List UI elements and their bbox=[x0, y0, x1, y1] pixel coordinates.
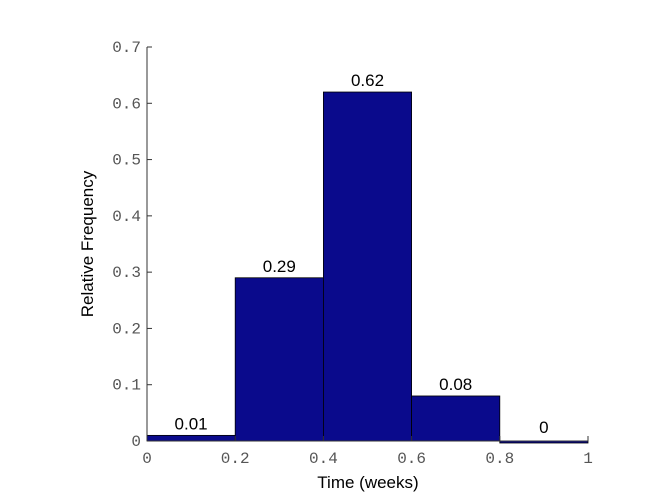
bar bbox=[234, 277, 324, 442]
data-label: 0.01 bbox=[175, 414, 208, 433]
x-tick-label: 0.4 bbox=[309, 450, 338, 468]
y-tick-label: 0.2 bbox=[112, 320, 141, 338]
y-axis-label: Relative Frequency bbox=[78, 170, 97, 317]
bar bbox=[146, 434, 236, 442]
x-tick-label: 0 bbox=[142, 450, 152, 468]
y-tick-label: 0.6 bbox=[112, 95, 141, 113]
y-tick-label: 0.3 bbox=[112, 264, 141, 282]
y-tick-label: 0.4 bbox=[112, 208, 141, 226]
data-label: 0.62 bbox=[351, 71, 384, 90]
x-tick-label: 0.6 bbox=[397, 450, 426, 468]
data-label: 0 bbox=[539, 418, 548, 437]
x-tick-label: 1 bbox=[583, 450, 593, 468]
data-label: 0.29 bbox=[263, 257, 296, 276]
y-tick-label: 0.5 bbox=[112, 152, 141, 170]
bar bbox=[322, 91, 412, 442]
y-tick-label: 0 bbox=[131, 433, 141, 451]
y-tick-label: 0.7 bbox=[112, 39, 141, 57]
data-label: 0.08 bbox=[439, 375, 472, 394]
x-tick-label: 0.8 bbox=[485, 450, 514, 468]
bar bbox=[411, 395, 501, 442]
y-tick-label: 0.1 bbox=[112, 377, 141, 395]
x-tick-label: 0.2 bbox=[221, 450, 250, 468]
x-axis-label: Time (weeks) bbox=[317, 473, 418, 492]
